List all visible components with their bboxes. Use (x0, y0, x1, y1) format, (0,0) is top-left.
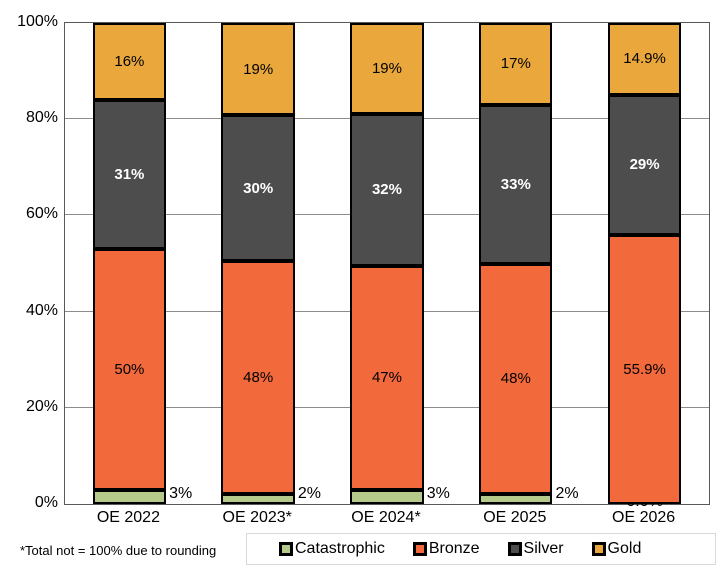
y-tick-label: 80% (25, 109, 58, 127)
segment-label: 19% (371, 59, 402, 77)
x-tick-label: OE 2025 (483, 509, 547, 526)
y-tick-label: 60% (25, 205, 58, 223)
bar-oe-2023-: 2% 48% 30% 19% (221, 23, 321, 504)
x-axis: OE 2022 OE 2023* OE 2024* OE 2025 OE 2026 (64, 509, 708, 527)
bar-oe-2024-: 3% 47% 32% 19% (350, 23, 450, 504)
y-tick-label: 0% (34, 494, 58, 511)
segment-label: 55.9% (623, 360, 666, 378)
legend-swatch-icon (591, 542, 606, 556)
chart-footnote: *Total not = 100% due to rounding (20, 543, 217, 558)
segment-label: 31% (114, 166, 145, 184)
legend-label: Bronze (428, 540, 480, 557)
x-tick-label: OE 2026 (612, 509, 676, 526)
segment-label: 2% (555, 485, 579, 502)
bar-segment-silver: 33% (479, 104, 553, 264)
legend-item-silver: Silver (507, 540, 564, 558)
legend-swatch-icon (507, 542, 522, 556)
bar-slot: 0.0%55.9%29%14.9% (580, 23, 709, 510)
bar-segment-catastrophic: 3% (350, 486, 450, 504)
bar-segment-gold: 19% (221, 23, 295, 116)
bar-segment-gold: 14.9% (607, 23, 682, 95)
segment-label: 47% (371, 369, 402, 387)
segment-label: 3% (426, 485, 450, 502)
bar-segment-catastrophic: 2% (221, 486, 321, 504)
bar-segment-catastrophic: 2% (479, 486, 579, 504)
legend-label: Gold (607, 540, 642, 557)
plot-area-bars: 3% 50% 31% 16% 2% 48% 30% 19% 3% 47% 32% 19% 2% 48% 33… (65, 23, 709, 510)
segment-label: 16% (114, 52, 145, 70)
bar-segment-silver: 31% (92, 99, 167, 250)
bar-slot: 3% 47% 32% 19% (323, 23, 452, 504)
legend-swatch-icon (412, 542, 427, 556)
legend-label: Silver (523, 540, 564, 557)
bar-segment-gold: 16% (92, 23, 167, 100)
segment-label: 32% (371, 181, 402, 199)
bar-segment-bronze: 55.9% (607, 234, 682, 504)
y-tick-label: 40% (25, 301, 58, 319)
y-tick-label: 100% (17, 13, 58, 30)
x-tick-label: OE 2024* (351, 509, 421, 526)
y-axis: 0% 20% 40% 60% 80% 100% (0, 13, 58, 511)
legend-item-catastrophic: Catastrophic (279, 540, 385, 558)
bar-slot: 2% 48% 33% 17% (451, 23, 580, 504)
bar-segment-catastrophic: 3% (92, 486, 192, 504)
segment-label: 48% (243, 369, 274, 387)
bar-segment-silver: 29% (607, 94, 682, 235)
x-tick-label: OE 2023* (222, 509, 292, 526)
bar-segment-silver: 32% (350, 113, 424, 266)
bar-oe-2026: 0.0%55.9%29%14.9% (607, 23, 682, 510)
bar-slot: 2% 48% 30% 19% (194, 23, 323, 504)
bar-segment-bronze: 48% (479, 263, 553, 495)
segment-label: 3% (169, 485, 193, 502)
segment-label: 17% (500, 55, 531, 73)
legend-item-bronze: Bronze (412, 540, 480, 558)
bar-segment-gold: 19% (350, 23, 424, 114)
segment-label: 19% (243, 60, 274, 78)
bar-segment-bronze: 50% (92, 249, 167, 490)
segment-label: 33% (500, 175, 531, 193)
segment-label: 48% (500, 370, 531, 388)
bar-segment-gold: 17% (479, 23, 553, 105)
segment-label: 50% (114, 360, 145, 378)
segment-label: 30% (243, 179, 274, 197)
bar-segment-silver: 30% (221, 115, 295, 262)
segment-label: 14.9% (623, 50, 666, 68)
x-tick-label: OE 2022 (96, 509, 160, 526)
bar-segment-bronze: 47% (350, 265, 424, 490)
bar-segment-bronze: 48% (221, 261, 295, 495)
bar-oe-2025: 2% 48% 33% 17% (479, 23, 579, 504)
chart-legend: Catastrophic Bronze Silver Gold (246, 533, 716, 565)
bar-slot: 3% 50% 31% 16% (65, 23, 194, 504)
plot-area: 3% 50% 31% 16% 2% 48% 30% 19% 3% 47% 32% 19% 2% 48% 33… (64, 22, 710, 510)
segment-label: 29% (629, 156, 660, 174)
legend-item-gold: Gold (591, 540, 642, 558)
legend-label: Catastrophic (295, 540, 385, 557)
y-tick-label: 20% (25, 397, 58, 415)
segment-label: 2% (297, 485, 322, 502)
bar-oe-2022: 3% 50% 31% 16% (92, 23, 192, 504)
legend-swatch-icon (279, 542, 293, 556)
